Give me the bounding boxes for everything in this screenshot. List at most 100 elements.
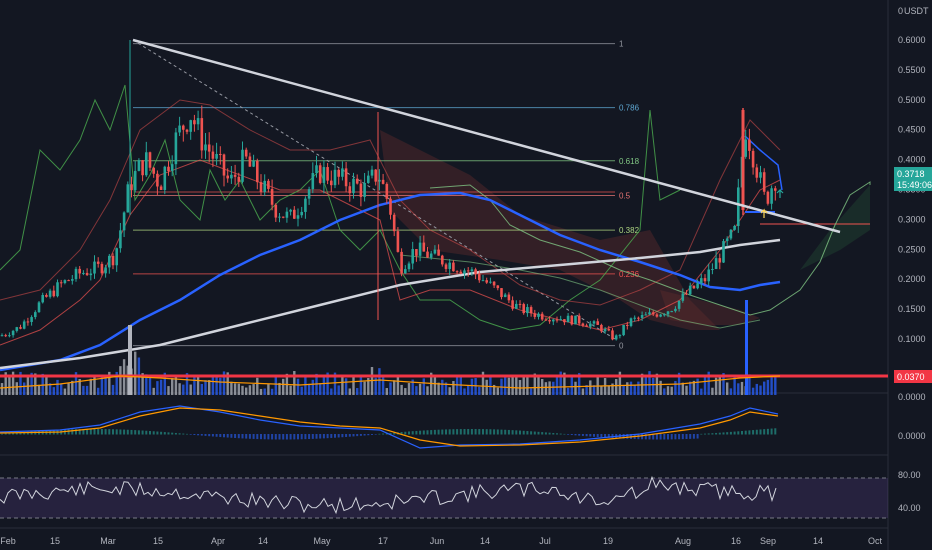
ichimoku-span-a	[429, 181, 871, 316]
macd-histogram-bar	[600, 434, 603, 438]
volume-bar	[707, 371, 710, 395]
arrow-up-icon	[760, 208, 768, 218]
volume-bar	[215, 375, 218, 395]
candle-body	[96, 261, 100, 264]
candle-body	[426, 251, 429, 258]
volume-bar	[341, 376, 344, 395]
volume-bar	[48, 383, 52, 395]
macd-histogram-bar	[759, 429, 762, 435]
volume-tag-value: 0.0370	[897, 372, 925, 382]
volume-bar	[23, 382, 26, 395]
volume-bar	[252, 384, 255, 395]
candle-body	[533, 313, 537, 317]
candle-body	[59, 282, 63, 284]
candle-body	[692, 285, 696, 289]
macd-histogram-bar	[526, 431, 529, 435]
macd-histogram-bar	[145, 430, 148, 435]
macd-histogram-bar	[504, 429, 507, 435]
volume-bar	[748, 374, 751, 395]
candle-body	[15, 327, 19, 331]
volume-bar	[163, 372, 166, 395]
volume-bar	[570, 375, 573, 395]
candle-body	[111, 255, 115, 266]
macd-histogram-bar	[152, 431, 155, 435]
candle-body	[455, 271, 459, 273]
volume-bar	[496, 387, 499, 395]
candle-body	[718, 258, 722, 263]
macd-histogram-bar	[626, 434, 629, 439]
volume-bar	[256, 377, 259, 395]
time-tick-label: 14	[480, 536, 490, 546]
candle-body	[581, 323, 585, 326]
volume-bar	[182, 384, 185, 395]
macd-histogram-bar	[208, 434, 211, 437]
volume-bar	[82, 385, 85, 395]
macd-histogram-bar	[4, 433, 7, 435]
fib-level-label: 0.786	[619, 104, 640, 113]
candle-body	[559, 319, 562, 321]
rsi-tick-label: 80.00	[898, 470, 921, 480]
volume-bar	[167, 386, 170, 395]
macd-histogram-bar	[411, 431, 414, 435]
candle-body	[85, 272, 89, 276]
trend-lines[interactable]	[132, 38, 841, 234]
macd-histogram-bar	[722, 432, 725, 435]
macd-histogram-bar	[374, 434, 377, 435]
macd-histogram-bar	[178, 433, 181, 435]
short-ma-blue	[744, 135, 783, 191]
candle-body	[411, 249, 414, 264]
volume-bar	[396, 376, 400, 395]
fib-level-label: 0	[619, 342, 624, 351]
volume-bar	[481, 371, 485, 395]
candle-body	[396, 231, 400, 252]
candle-body	[34, 312, 37, 318]
macd-histogram-bar	[367, 434, 370, 436]
candle-body	[289, 209, 292, 212]
candle-body	[637, 317, 640, 319]
volume-bar	[759, 385, 762, 395]
volume-bar	[585, 384, 588, 395]
macd-histogram-bar	[352, 434, 355, 437]
volume-bar	[648, 371, 651, 395]
candle-body	[370, 169, 374, 176]
macd-histogram-bar	[507, 429, 510, 435]
macd-histogram-bar	[171, 432, 174, 435]
candle-body	[474, 269, 477, 275]
macd-histogram-bar	[663, 434, 666, 440]
candle-body	[566, 315, 570, 323]
volume-bar	[89, 378, 92, 395]
candle-body	[552, 319, 555, 322]
volume-bar	[592, 385, 596, 395]
macd-histogram-bar	[97, 429, 100, 435]
candle-body	[681, 293, 685, 301]
candle-body	[159, 186, 163, 190]
macd-histogram-bar	[415, 430, 418, 435]
volume-bar	[733, 374, 736, 395]
macd-histogram-bar	[326, 434, 329, 439]
volume-bar	[603, 378, 607, 395]
volume-bar	[441, 379, 444, 395]
candle-body	[622, 324, 625, 336]
candle-body	[22, 321, 26, 329]
fib-level-label: 0.382	[619, 226, 640, 235]
macd-histogram-bar	[408, 431, 410, 435]
candle-body	[4, 335, 7, 337]
macd-histogram-bar	[345, 434, 348, 437]
fib-trend-dashed	[132, 39, 616, 340]
descending-trend-line[interactable]	[132, 38, 841, 234]
macd-histogram-bar	[548, 432, 551, 435]
time-axis[interactable]: Feb 15 Mar 15 Apr 14 May 17 Jun 14 Jul 19 Aug 16 Sep 14…	[0, 536, 882, 546]
candle-body	[89, 273, 93, 276]
macd-histogram-bar	[470, 429, 473, 435]
volume-bar	[204, 380, 207, 395]
time-tick-label: Aug	[675, 536, 691, 546]
macd-histogram-bar	[496, 429, 499, 435]
candle-body	[8, 335, 11, 337]
macd-histogram-bar	[304, 434, 307, 440]
rsi-band	[0, 478, 888, 518]
candle-body	[341, 168, 344, 177]
volume-bar	[304, 377, 307, 395]
macd-histogram-bar	[267, 434, 270, 440]
